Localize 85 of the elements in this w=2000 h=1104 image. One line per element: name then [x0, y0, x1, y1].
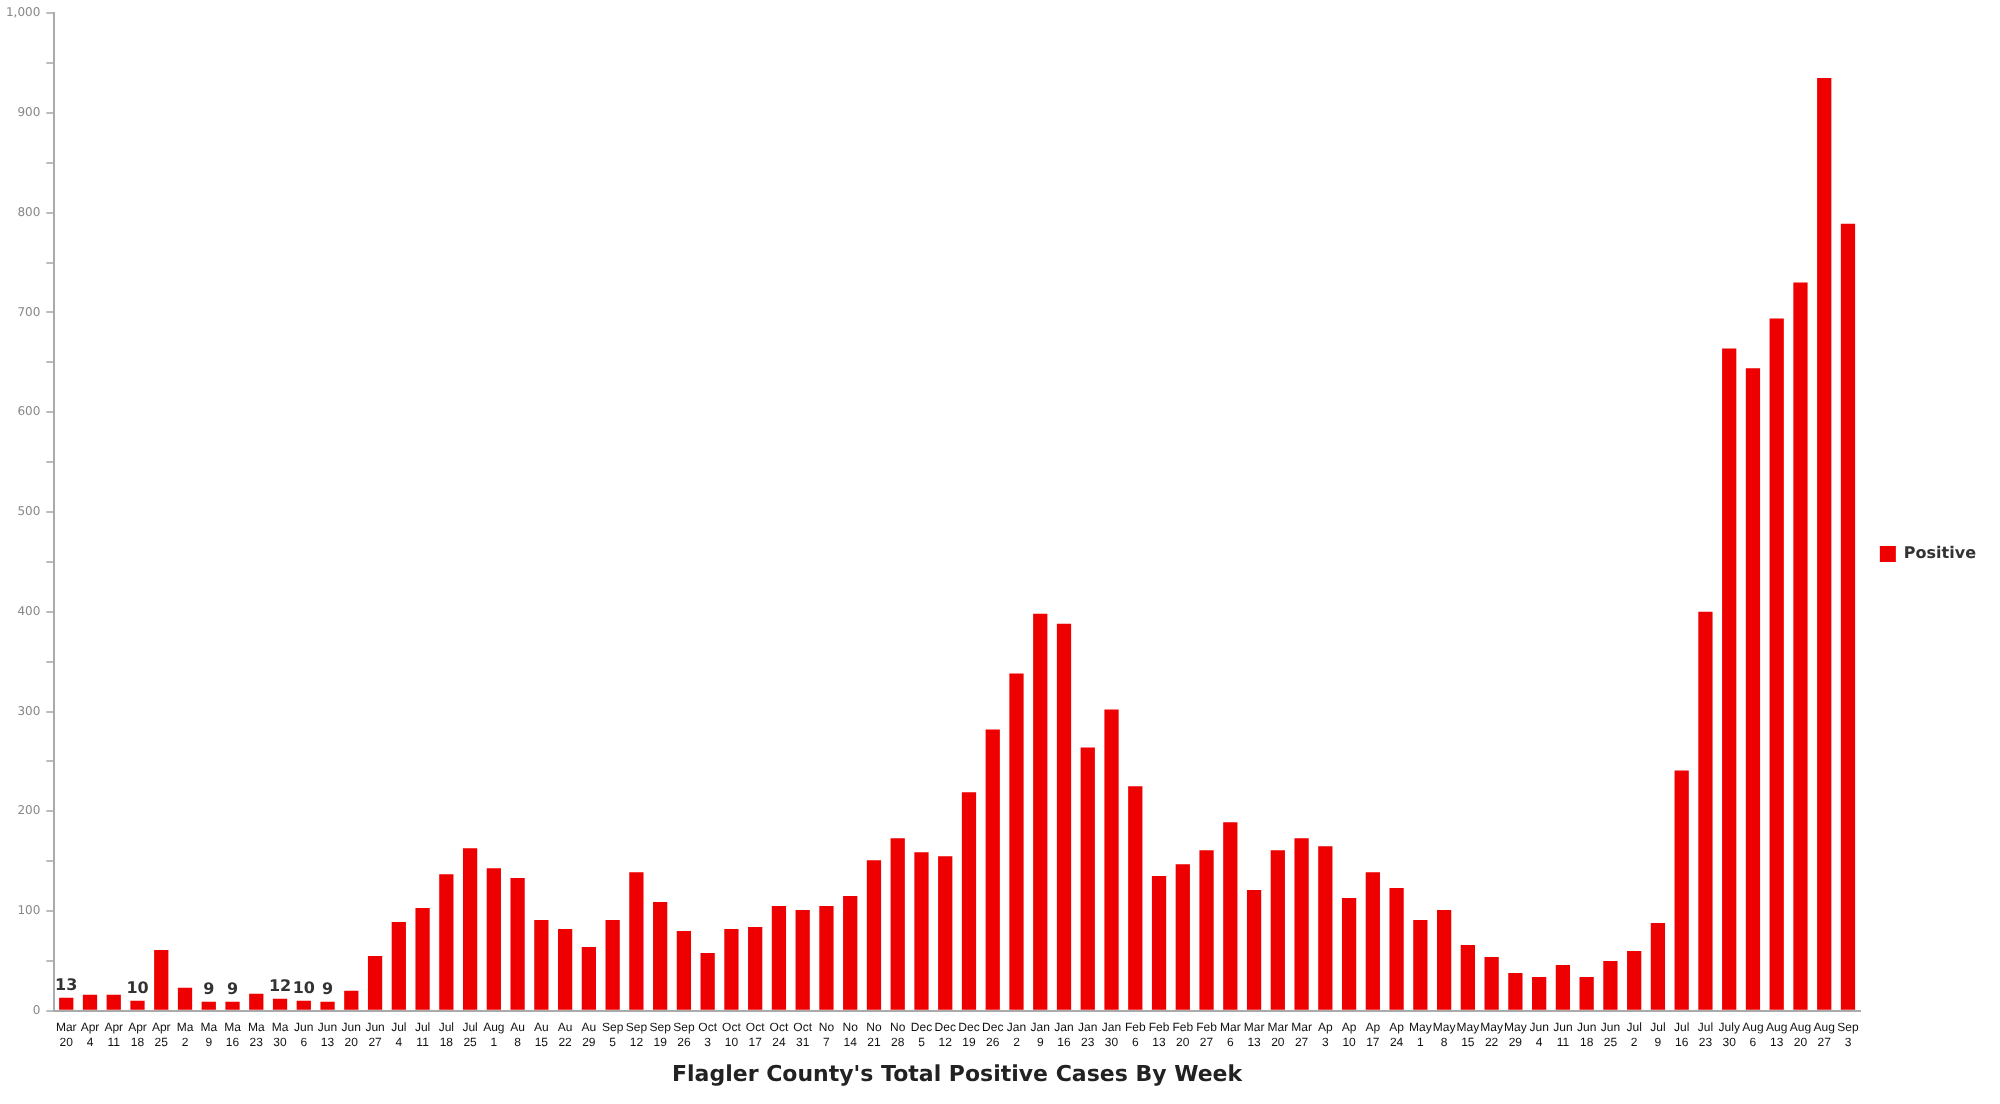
bar [890, 838, 905, 1010]
bar [843, 896, 858, 1010]
bar [653, 902, 668, 1010]
bar [1722, 348, 1737, 1010]
bar [1056, 623, 1072, 1010]
bar [795, 910, 810, 1010]
bar [1745, 368, 1761, 1010]
bar [1436, 910, 1452, 1010]
bar [961, 792, 977, 1010]
bar [82, 994, 98, 1010]
bar [1793, 282, 1808, 1010]
bar [629, 872, 644, 1010]
bar [914, 852, 929, 1010]
bar [344, 990, 359, 1010]
bar [1033, 613, 1048, 1010]
bar [1270, 850, 1285, 1010]
legend-label: Positive [1903, 544, 1978, 563]
bar [1223, 822, 1238, 1010]
bar [1413, 920, 1428, 1010]
bar [534, 920, 549, 1010]
bar [1175, 864, 1190, 1010]
bar [154, 949, 169, 1010]
bar [748, 927, 763, 1010]
bar [225, 1001, 240, 1010]
bar [771, 906, 787, 1010]
bar [1555, 964, 1571, 1010]
bar [1246, 890, 1262, 1010]
bar [1318, 846, 1333, 1010]
data-label: 13 [55, 975, 78, 994]
bar [938, 856, 953, 1010]
bar [1365, 872, 1380, 1010]
bar [177, 987, 193, 1010]
bar [201, 1001, 216, 1010]
data-label: 12 [268, 976, 292, 995]
bar [439, 874, 454, 1010]
bar [1508, 972, 1523, 1010]
bar [367, 955, 383, 1010]
bar [1341, 898, 1357, 1010]
data-label: 10 [292, 978, 316, 997]
bar [1009, 673, 1024, 1010]
bar [558, 929, 573, 1010]
bar [391, 922, 406, 1010]
bar [106, 994, 121, 1010]
data-label: 9 [203, 979, 216, 998]
bar [1650, 923, 1666, 1010]
bar [1389, 888, 1404, 1010]
bar [866, 860, 882, 1010]
bar [1769, 318, 1784, 1010]
bar [510, 878, 525, 1010]
bar [1080, 747, 1095, 1010]
bar [249, 993, 264, 1010]
bar [1579, 976, 1594, 1010]
bar [819, 906, 834, 1010]
bar [1484, 956, 1499, 1010]
bar [1603, 960, 1618, 1010]
bar [1460, 944, 1475, 1010]
bar [320, 1001, 335, 1010]
bar [462, 848, 478, 1010]
bar [676, 930, 692, 1010]
bar [1532, 976, 1547, 1010]
bar [1128, 786, 1143, 1010]
bar [415, 908, 430, 1010]
bar [605, 920, 620, 1010]
bar [130, 1000, 145, 1010]
x-axis-title: Flagler County's Total Positive Cases By Week [672, 1060, 1244, 1087]
bar [700, 952, 715, 1010]
bar [1840, 223, 1856, 1010]
data-label: 9 [226, 979, 239, 998]
bar [272, 998, 288, 1010]
bar [1817, 78, 1832, 1010]
bar [59, 997, 74, 1010]
bar [1674, 770, 1689, 1010]
bar [1294, 838, 1309, 1010]
bar [724, 929, 739, 1010]
bar [985, 729, 1000, 1010]
data-label: 10 [126, 978, 150, 997]
bar [486, 868, 501, 1010]
bar [1199, 850, 1214, 1010]
bar [296, 1000, 311, 1010]
bar [1151, 876, 1167, 1010]
bar [1627, 950, 1642, 1010]
bar [1104, 709, 1119, 1010]
data-label: 9 [321, 979, 334, 998]
bar [1698, 611, 1713, 1010]
bar [581, 946, 597, 1010]
